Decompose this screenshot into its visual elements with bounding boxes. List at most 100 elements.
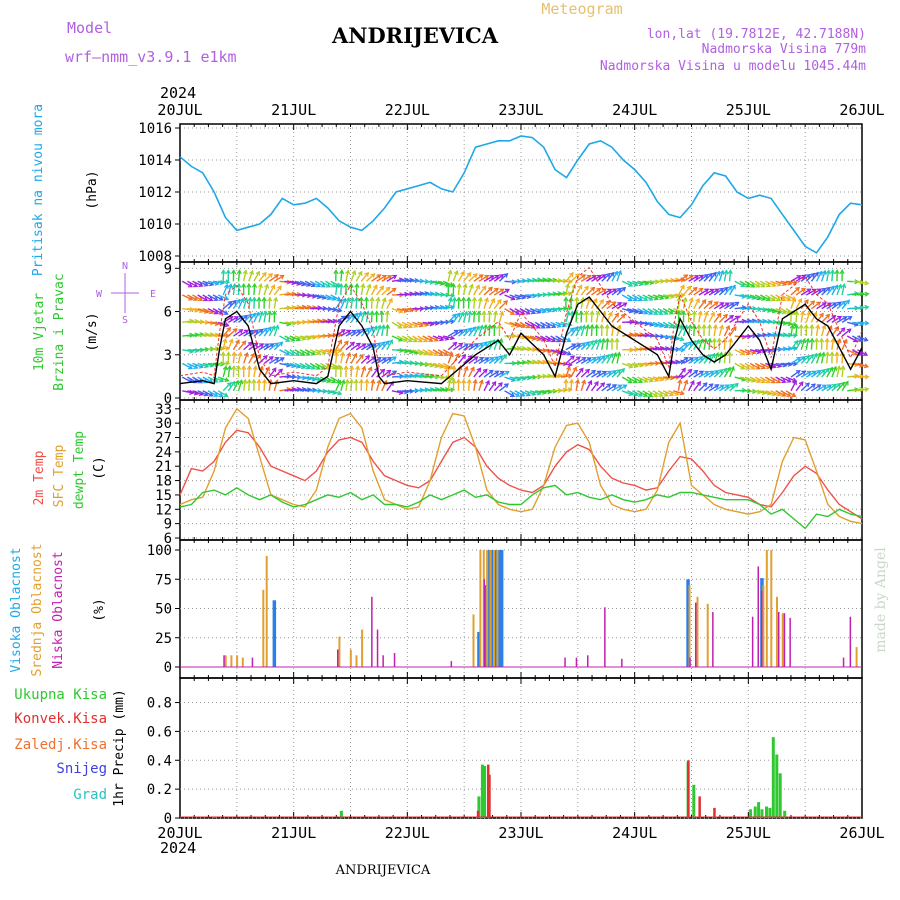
wind-arrow — [192, 362, 204, 369]
temp-unit: (C) — [92, 456, 107, 479]
precip-unit: 1hr Precip (mm) — [112, 689, 127, 806]
wind-arrowhead — [530, 323, 536, 329]
wind-arrow — [463, 343, 474, 351]
pressure-unit: (hPa) — [85, 170, 100, 209]
wind-arrowhead — [448, 352, 454, 358]
wind-arrowhead — [581, 357, 587, 362]
wind-arrow — [248, 366, 251, 378]
wind-arrow — [601, 338, 605, 350]
precip_total-bar — [760, 809, 764, 818]
y-tick-label: 27 — [155, 431, 172, 447]
wind-arrow — [795, 381, 804, 392]
wind-arrowhead — [365, 355, 371, 360]
wind-arrowhead — [333, 351, 339, 357]
wind-arrowhead — [356, 342, 361, 348]
wind-arrow — [493, 370, 505, 378]
wind-arrowhead — [569, 355, 575, 361]
wind-arrowhead — [258, 310, 264, 316]
wind-arrow — [642, 308, 653, 315]
y-tick-label: 100 — [147, 543, 172, 559]
wind-arrow — [391, 361, 403, 365]
wind-arrowhead — [677, 378, 683, 384]
wind-arrow — [381, 286, 391, 296]
wind-arrow — [642, 376, 654, 382]
wind-arrowhead — [372, 325, 378, 331]
wind-arrow — [821, 286, 831, 296]
windspeed-line — [179, 296, 863, 385]
wind-arrow — [811, 370, 821, 378]
wind-arrowhead — [770, 296, 776, 302]
wind-arrow — [780, 308, 791, 315]
wind-arrow — [192, 280, 203, 287]
wind-arrow — [457, 271, 465, 282]
wind-arrowhead — [475, 284, 480, 290]
wind-arrow — [749, 376, 761, 383]
wind-arrow — [237, 380, 243, 391]
wind-arrowhead — [837, 315, 843, 321]
wind-arrow — [299, 362, 311, 369]
wind-arrow — [473, 325, 480, 337]
wind-arrowhead — [680, 310, 687, 316]
wind-arrowhead — [234, 379, 240, 385]
wind-arrow — [514, 308, 525, 315]
wind-arrowhead — [261, 271, 267, 277]
wind-arrow — [478, 274, 489, 282]
wind-arrowhead — [361, 365, 367, 371]
wind-arrowhead — [295, 351, 301, 356]
wind-arrow — [412, 321, 424, 327]
wind-arrow — [765, 362, 776, 368]
wind-arrowhead — [696, 381, 702, 387]
wind-arrow — [657, 376, 669, 380]
wind-arrowhead — [863, 336, 869, 342]
wind-arrow — [652, 347, 664, 351]
wind-arrow — [437, 280, 449, 286]
wind-arrowhead — [222, 365, 228, 371]
wind-arrow — [585, 340, 594, 351]
wind-arrowhead — [455, 378, 462, 384]
cloud_high-bar — [272, 600, 277, 667]
wind-arrow — [478, 357, 489, 365]
wind-arrow — [457, 312, 464, 323]
wind-arrowhead — [511, 279, 517, 285]
wind-arrowhead — [809, 323, 815, 329]
wind-arrow — [805, 311, 811, 323]
wind-arrow — [350, 270, 356, 282]
wind-arrowhead — [733, 382, 739, 388]
wind-arrow — [493, 311, 497, 323]
wind-arrow — [524, 360, 536, 365]
wind-arrow — [493, 355, 503, 364]
bottom-day-label: 26JUL — [839, 824, 884, 842]
wind-arrowhead — [278, 368, 283, 374]
wind-arrowhead — [658, 310, 664, 315]
wind-arrow — [468, 284, 474, 296]
wind-arrowhead — [663, 392, 669, 397]
precip-legend-conv: Konvek.Kisa — [14, 711, 107, 727]
wind-arrowhead — [620, 367, 625, 373]
wind-arrowhead — [864, 386, 870, 392]
wind-arrow — [524, 390, 536, 396]
wind-arrow — [749, 349, 761, 354]
wind-arrow — [724, 384, 734, 392]
wind-arrowhead — [476, 310, 482, 316]
wind-arrow — [775, 362, 787, 367]
wind-arrowhead — [262, 310, 268, 316]
wind-arrowhead — [804, 299, 809, 305]
wind-arrow — [540, 307, 552, 312]
wind-arrow — [182, 320, 194, 324]
wind-arrowhead — [604, 337, 611, 343]
wind-arrowhead — [616, 324, 622, 330]
wind-arrow — [310, 319, 322, 324]
wind-arrow — [253, 343, 264, 351]
wind-arrow — [243, 341, 253, 351]
wind-arrowhead — [740, 364, 746, 370]
top-day-label: 26JUL — [839, 101, 884, 119]
wind-arrow — [713, 271, 721, 282]
wind-arrow — [795, 325, 798, 337]
wind-arrowhead — [471, 326, 476, 332]
wind-arrowhead — [776, 296, 782, 302]
wind-arrow — [437, 306, 449, 310]
wind-arrowhead — [277, 285, 282, 291]
wind-arrow — [381, 275, 392, 282]
wind-arrowhead — [637, 296, 643, 302]
